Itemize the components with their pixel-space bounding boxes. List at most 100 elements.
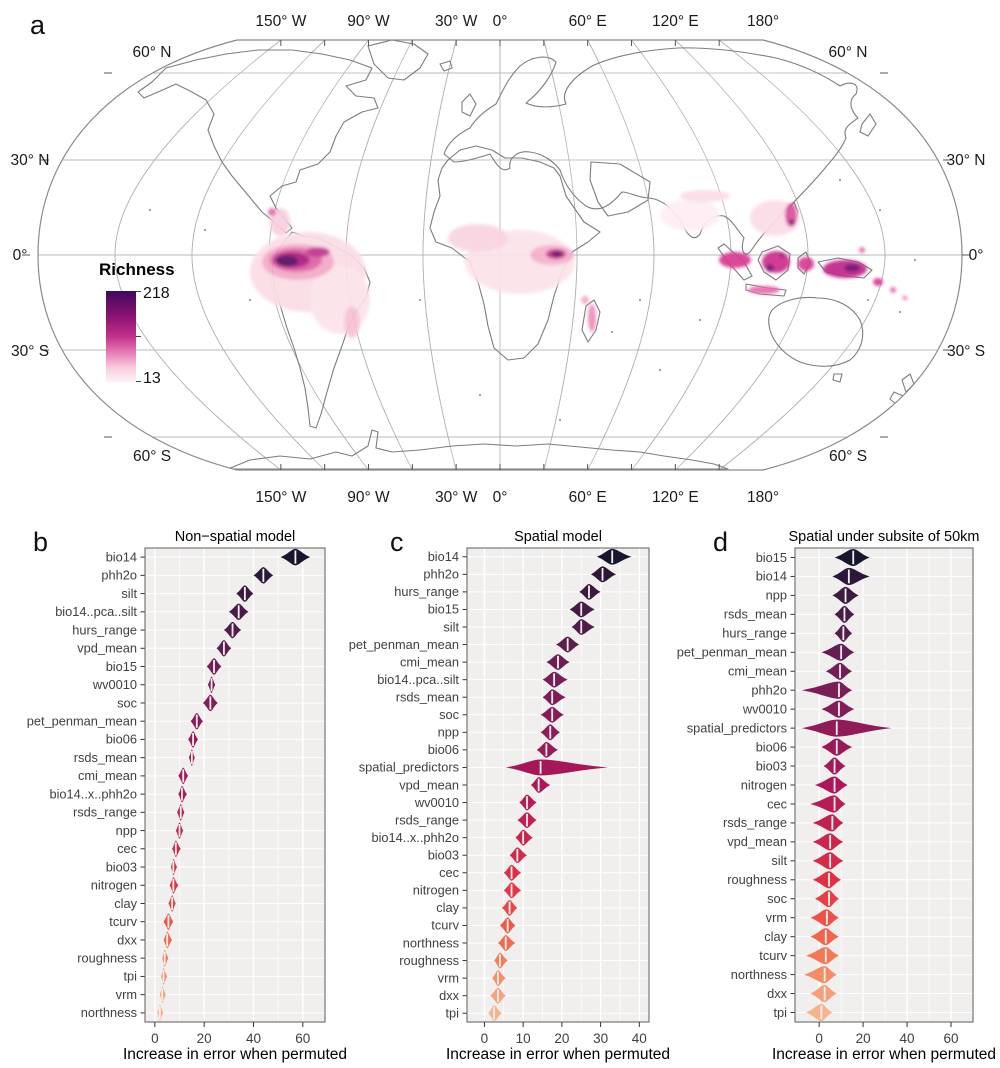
- median-line: [167, 915, 170, 929]
- y-tick-label: clay: [114, 896, 137, 911]
- median-line: [172, 878, 175, 892]
- world-richness-map: 150° W 150° W 90° W 90° W 30° W 30° W 0° 0° 60° …: [11, 13, 986, 506]
- median-line: [231, 623, 234, 637]
- x-tick-label: 60: [944, 1031, 959, 1046]
- median-line: [223, 641, 225, 655]
- violins: [157, 548, 311, 1022]
- violin-row: [168, 895, 176, 912]
- y-tick-label: bio03: [756, 758, 787, 773]
- median-line: [195, 714, 198, 728]
- panel-b-xlabel: Increase in error when permuted: [122, 1046, 347, 1063]
- violin-row: [223, 621, 242, 639]
- violin-row: [163, 913, 174, 930]
- violin-row: [810, 909, 839, 927]
- y-tick-label: tcurv: [109, 914, 137, 929]
- island-specks: [148, 178, 917, 422]
- median-line: [510, 884, 513, 897]
- y-tick-label: hurs_range: [72, 622, 137, 637]
- lon-label-top: 120° E: [652, 13, 699, 30]
- lon-label-bottom: 120° E: [652, 489, 699, 506]
- median-line: [835, 740, 838, 754]
- y-tick-label: clay: [764, 929, 787, 944]
- violin-row: [519, 794, 537, 811]
- median-line: [829, 854, 832, 868]
- violin-row: [834, 624, 853, 642]
- x-tick-label: 0: [481, 1031, 489, 1046]
- median-line: [847, 569, 850, 584]
- map-ticks: [22, 40, 970, 470]
- richness-legend-title: Richness: [99, 260, 175, 279]
- y-tick-label: silt: [121, 586, 137, 601]
- violin-row: [202, 694, 218, 712]
- median-line: [831, 816, 834, 830]
- median-line: [835, 721, 838, 735]
- median-line: [852, 550, 855, 565]
- violin-row: [832, 586, 859, 604]
- violin-row: [536, 741, 558, 758]
- y-tick-label: clay: [436, 900, 459, 915]
- y-tick-label: rsds_range: [723, 815, 787, 830]
- x-tick-label: 20: [554, 1031, 569, 1046]
- y-tick-label: northness: [731, 967, 787, 982]
- y-tick-label: vpd_mean: [77, 641, 137, 656]
- violin-row: [175, 822, 184, 839]
- y-tick-label: vpd_mean: [399, 777, 459, 792]
- median-line: [210, 678, 213, 692]
- y-tick-label: cec: [767, 796, 788, 811]
- median-line: [497, 989, 499, 1002]
- panel-letter-a: a: [30, 10, 46, 40]
- panel-letter-d: d: [713, 527, 729, 557]
- lat-label-left: 60° S: [133, 448, 171, 465]
- y-tick-label: cmi_mean: [728, 664, 787, 679]
- violin-row: [505, 759, 609, 776]
- y-tick-label: bio06: [106, 732, 137, 747]
- violin-row: [542, 689, 566, 706]
- y-tick-label: vrm: [116, 987, 137, 1002]
- median-line: [828, 891, 830, 906]
- median-line: [209, 696, 212, 710]
- y-tick-label: hurs_range: [394, 584, 459, 599]
- median-line: [162, 969, 165, 983]
- y-tick-label: tpi: [445, 1006, 459, 1021]
- violin-row: [177, 804, 185, 821]
- y-tick-label: vpd_mean: [727, 834, 787, 849]
- median-line: [243, 587, 246, 601]
- violin-row: [515, 829, 533, 846]
- y-tick-label: bio14..x..phh2o: [49, 786, 137, 801]
- median-line: [508, 901, 511, 915]
- lat-label-right: 30° S: [947, 343, 985, 360]
- violin-row: [579, 583, 601, 600]
- violins: [801, 548, 892, 1022]
- median-line: [179, 805, 182, 819]
- x-tick-label: 40: [246, 1031, 261, 1046]
- x-tick-label: 20: [197, 1031, 212, 1046]
- lon-label-bottom: 150° W: [255, 489, 306, 506]
- violin-row: [823, 757, 846, 775]
- lat-label-left: 0°: [13, 247, 28, 264]
- panel-c-title: Spatial model: [514, 529, 602, 545]
- median-line: [829, 835, 832, 849]
- y-tick-label: vrm: [766, 910, 787, 925]
- violin-row: [540, 724, 560, 741]
- x-axis: 0 20 40 60: [815, 1022, 959, 1046]
- median-line: [545, 743, 548, 757]
- violin-row: [503, 882, 522, 899]
- violin-row: [162, 949, 169, 967]
- y-tick-label: soc: [117, 695, 138, 710]
- median-line: [588, 585, 590, 599]
- median-line: [551, 690, 554, 704]
- y-tick-label: pet_penman_mean: [349, 637, 459, 652]
- median-line: [526, 796, 528, 809]
- y-tick-label: wv0010: [742, 701, 787, 716]
- lon-label-bottom: 90° W: [347, 489, 390, 506]
- violin-row: [834, 605, 855, 623]
- violin-row: [812, 852, 844, 870]
- median-line: [838, 683, 840, 698]
- violin-row: [556, 636, 580, 653]
- lon-label-bottom: 0°: [493, 489, 508, 506]
- median-line: [828, 872, 830, 887]
- median-line: [840, 645, 843, 660]
- gridlines: [145, 548, 325, 1022]
- y-tick-label: roughness: [399, 953, 459, 968]
- panel-letter-c: c: [390, 527, 404, 557]
